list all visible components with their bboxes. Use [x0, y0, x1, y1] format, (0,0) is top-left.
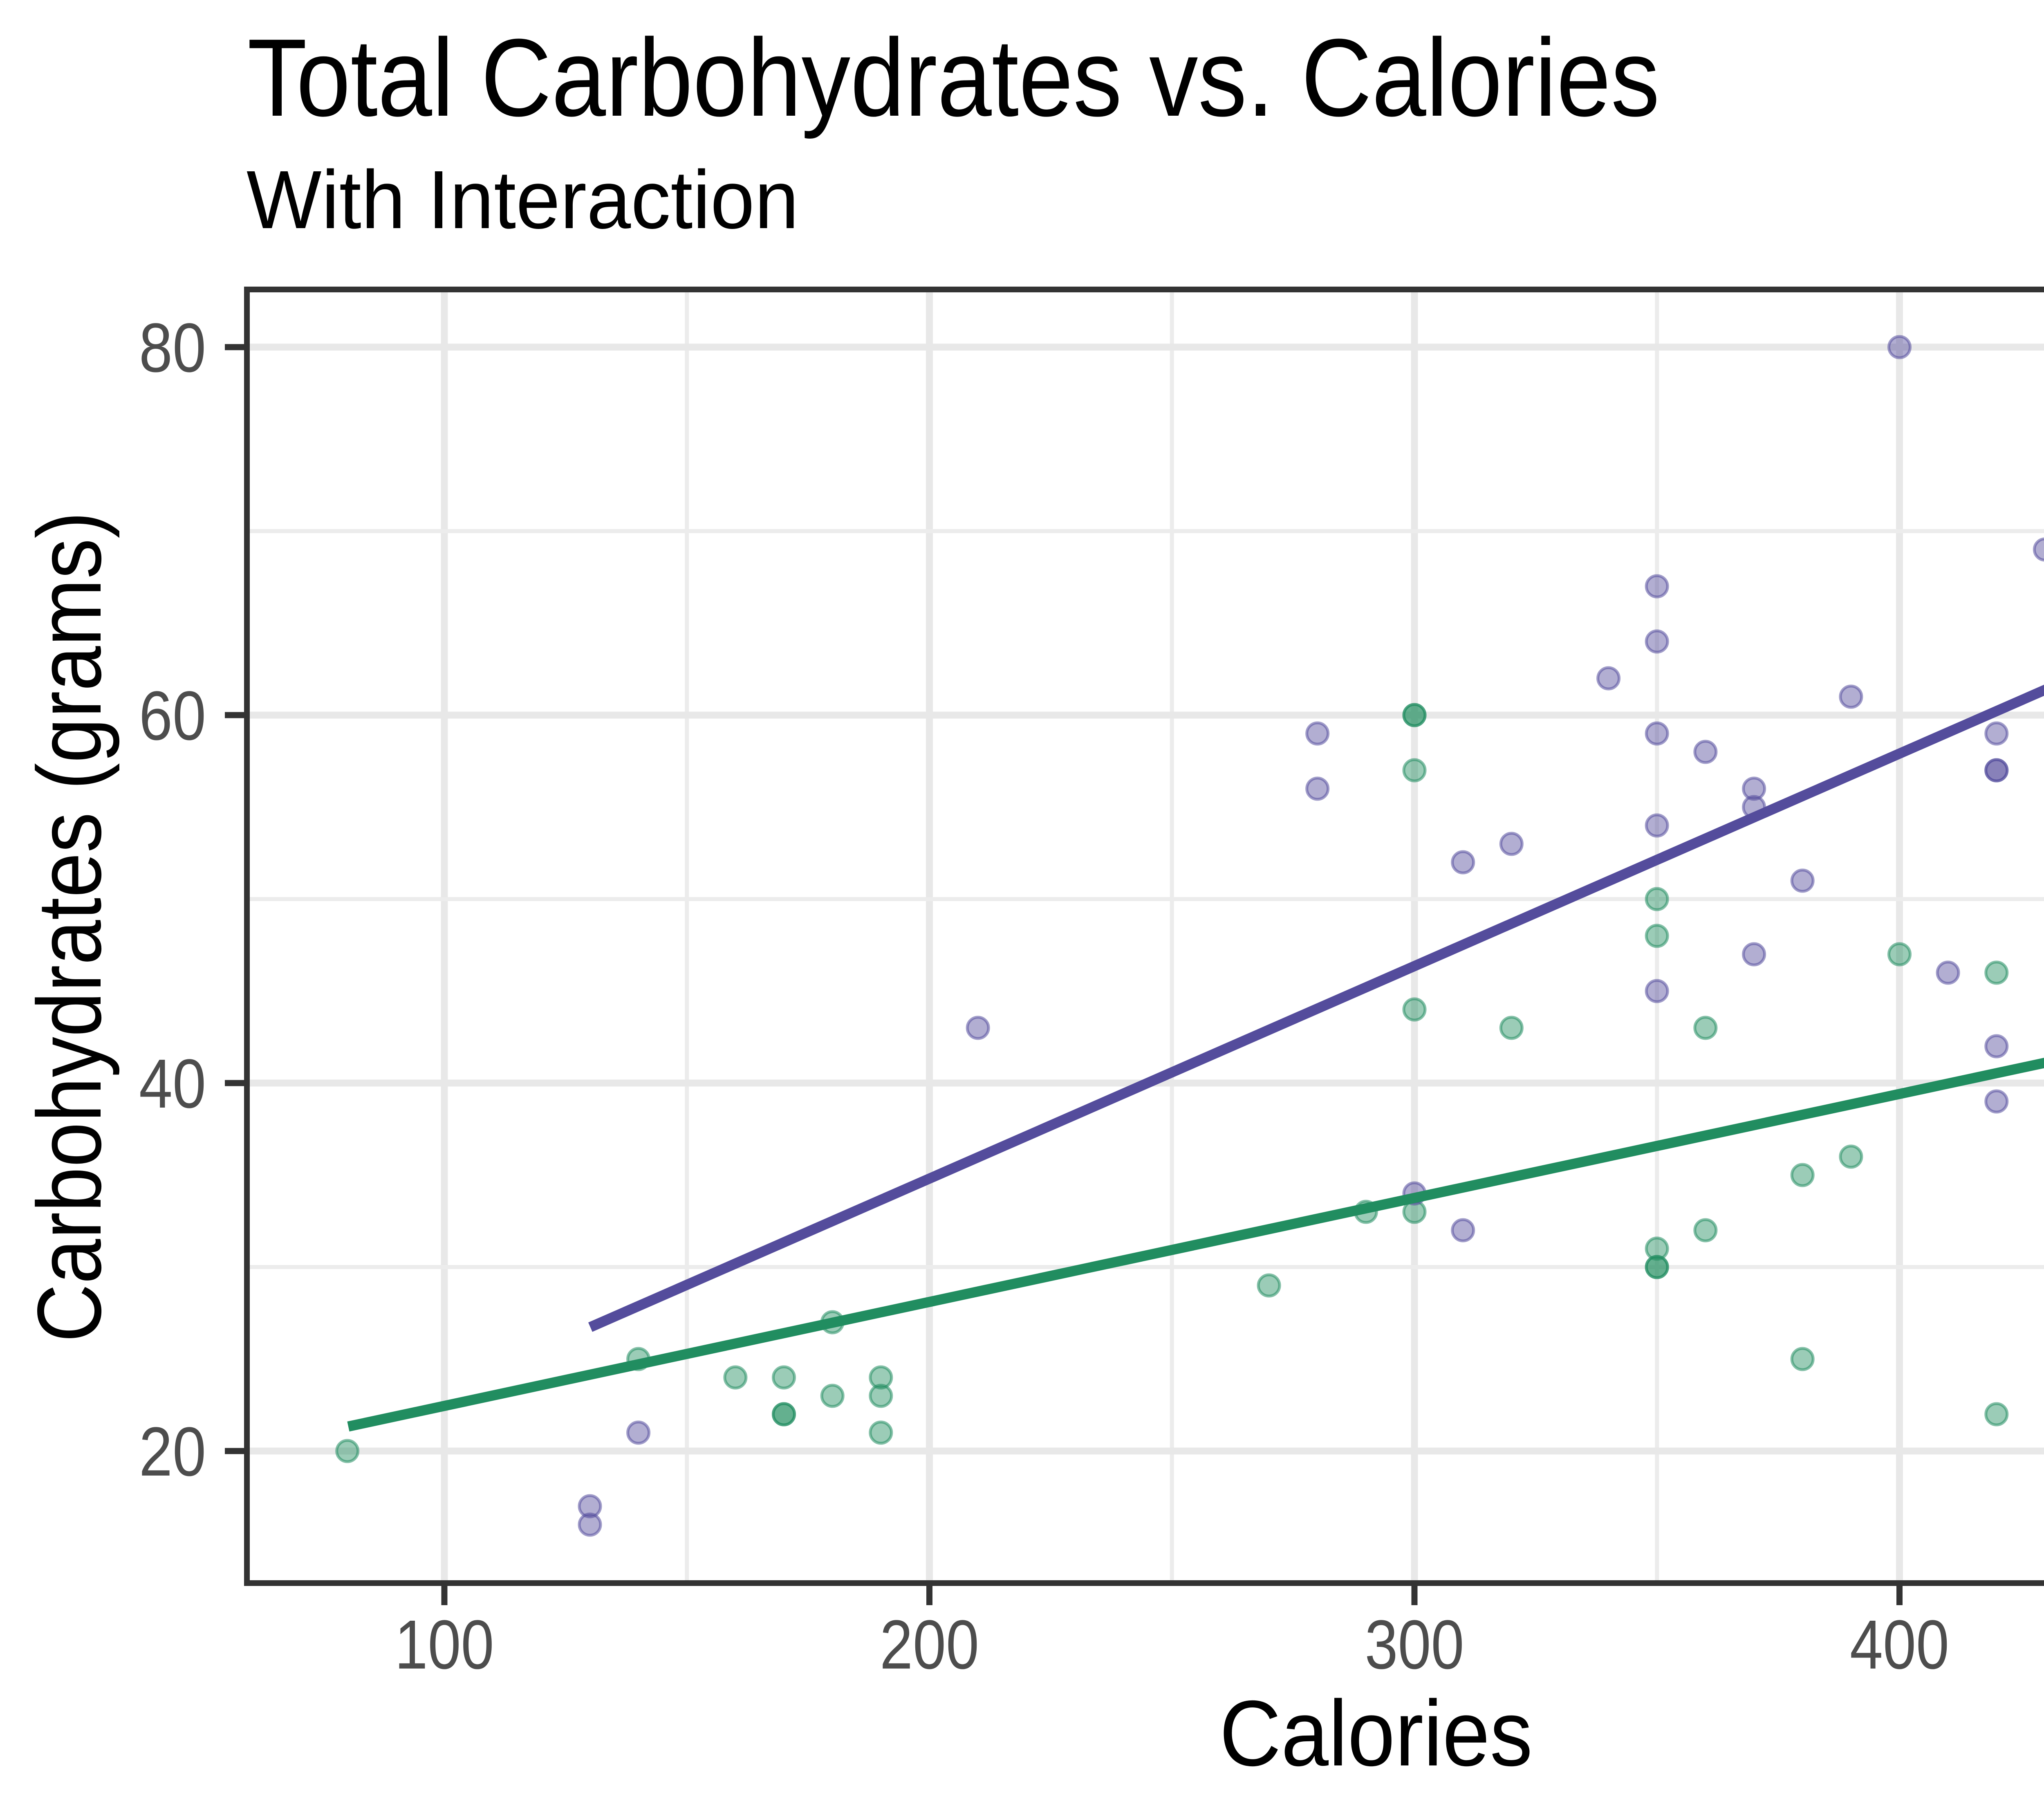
svg-text:Total Carbohydrates vs. Calori: Total Carbohydrates vs. Calories	[247, 16, 1660, 140]
svg-text:60: 60	[139, 677, 206, 755]
svg-text:300: 300	[1365, 1606, 1464, 1684]
svg-text:Calories: Calories	[1219, 1682, 1533, 1785]
svg-text:400: 400	[1850, 1606, 1949, 1684]
svg-text:Carbohydrates (grams): Carbohydrates (grams)	[19, 511, 120, 1342]
svg-text:100: 100	[395, 1606, 494, 1684]
svg-text:80: 80	[139, 309, 206, 387]
svg-text:With Interaction: With Interaction	[247, 153, 799, 246]
svg-text:20: 20	[139, 1413, 206, 1491]
svg-text:40: 40	[139, 1045, 206, 1123]
svg-text:200: 200	[880, 1606, 979, 1684]
